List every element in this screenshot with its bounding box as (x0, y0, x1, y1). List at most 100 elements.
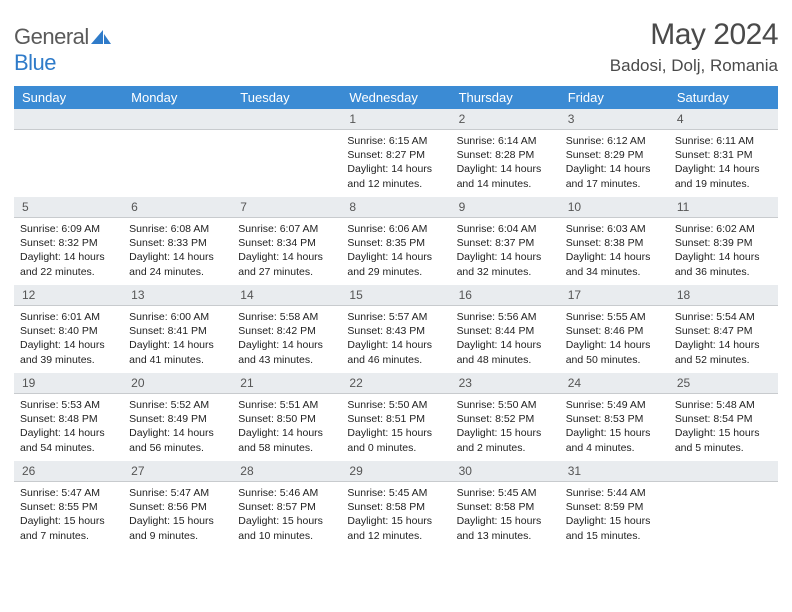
daylight-text-1: Daylight: 14 hours (675, 162, 772, 176)
day-details (232, 130, 341, 190)
daylight-text-1: Daylight: 14 hours (238, 338, 335, 352)
day-number: 8 (341, 197, 450, 218)
day-number: 25 (669, 373, 778, 394)
calendar-cell: 11Sunrise: 6:02 AMSunset: 8:39 PMDayligh… (669, 197, 778, 285)
daylight-text-2: and 29 minutes. (347, 265, 444, 279)
day-details: Sunrise: 5:46 AMSunset: 8:57 PMDaylight:… (232, 482, 341, 547)
daylight-text-2: and 39 minutes. (20, 353, 117, 367)
day-details: Sunrise: 5:50 AMSunset: 8:51 PMDaylight:… (341, 394, 450, 459)
sunset-text: Sunset: 8:57 PM (238, 500, 335, 514)
daylight-text-2: and 54 minutes. (20, 441, 117, 455)
daylight-text-2: and 5 minutes. (675, 441, 772, 455)
sunrise-text: Sunrise: 5:48 AM (675, 398, 772, 412)
day-details: Sunrise: 6:07 AMSunset: 8:34 PMDaylight:… (232, 218, 341, 283)
sunrise-text: Sunrise: 6:15 AM (347, 134, 444, 148)
day-number: 27 (123, 461, 232, 482)
calendar-cell: 29Sunrise: 5:45 AMSunset: 8:58 PMDayligh… (341, 461, 450, 549)
day-number: 10 (560, 197, 669, 218)
sunset-text: Sunset: 8:33 PM (129, 236, 226, 250)
day-number: 11 (669, 197, 778, 218)
day-details: Sunrise: 5:58 AMSunset: 8:42 PMDaylight:… (232, 306, 341, 371)
sunset-text: Sunset: 8:51 PM (347, 412, 444, 426)
daylight-text-2: and 22 minutes. (20, 265, 117, 279)
calendar-cell: 19Sunrise: 5:53 AMSunset: 8:48 PMDayligh… (14, 373, 123, 461)
dayname-monday: Monday (123, 86, 232, 109)
day-number (14, 109, 123, 130)
day-details: Sunrise: 5:54 AMSunset: 8:47 PMDaylight:… (669, 306, 778, 371)
daylight-text-1: Daylight: 15 hours (457, 426, 554, 440)
day-number: 15 (341, 285, 450, 306)
calendar-week: 19Sunrise: 5:53 AMSunset: 8:48 PMDayligh… (14, 373, 778, 461)
calendar-week: 5Sunrise: 6:09 AMSunset: 8:32 PMDaylight… (14, 197, 778, 285)
day-details: Sunrise: 5:44 AMSunset: 8:59 PMDaylight:… (560, 482, 669, 547)
day-details: Sunrise: 6:04 AMSunset: 8:37 PMDaylight:… (451, 218, 560, 283)
sunrise-text: Sunrise: 5:51 AM (238, 398, 335, 412)
daylight-text-1: Daylight: 14 hours (566, 338, 663, 352)
sunset-text: Sunset: 8:49 PM (129, 412, 226, 426)
day-number: 19 (14, 373, 123, 394)
day-details: Sunrise: 6:14 AMSunset: 8:28 PMDaylight:… (451, 130, 560, 195)
day-details (669, 482, 778, 542)
day-number: 23 (451, 373, 560, 394)
sunrise-text: Sunrise: 6:08 AM (129, 222, 226, 236)
day-number (669, 461, 778, 482)
brand-name: General Blue (14, 24, 111, 76)
daylight-text-1: Daylight: 14 hours (20, 338, 117, 352)
day-details: Sunrise: 6:06 AMSunset: 8:35 PMDaylight:… (341, 218, 450, 283)
sunrise-text: Sunrise: 5:53 AM (20, 398, 117, 412)
day-details: Sunrise: 5:49 AMSunset: 8:53 PMDaylight:… (560, 394, 669, 459)
sunrise-text: Sunrise: 5:45 AM (457, 486, 554, 500)
calendar-cell: 25Sunrise: 5:48 AMSunset: 8:54 PMDayligh… (669, 373, 778, 461)
sunrise-text: Sunrise: 6:04 AM (457, 222, 554, 236)
daylight-text-1: Daylight: 14 hours (347, 162, 444, 176)
sunrise-text: Sunrise: 5:58 AM (238, 310, 335, 324)
day-number: 7 (232, 197, 341, 218)
sunset-text: Sunset: 8:55 PM (20, 500, 117, 514)
brand-part2: Blue (14, 50, 56, 75)
day-number: 21 (232, 373, 341, 394)
sunset-text: Sunset: 8:41 PM (129, 324, 226, 338)
sunset-text: Sunset: 8:39 PM (675, 236, 772, 250)
calendar-cell: 1Sunrise: 6:15 AMSunset: 8:27 PMDaylight… (341, 109, 450, 197)
sunrise-text: Sunrise: 6:12 AM (566, 134, 663, 148)
sunset-text: Sunset: 8:50 PM (238, 412, 335, 426)
day-number: 1 (341, 109, 450, 130)
day-number: 24 (560, 373, 669, 394)
sunrise-text: Sunrise: 5:54 AM (675, 310, 772, 324)
sunset-text: Sunset: 8:32 PM (20, 236, 117, 250)
day-details: Sunrise: 5:45 AMSunset: 8:58 PMDaylight:… (341, 482, 450, 547)
day-details: Sunrise: 5:50 AMSunset: 8:52 PMDaylight:… (451, 394, 560, 459)
calendar-cell: 22Sunrise: 5:50 AMSunset: 8:51 PMDayligh… (341, 373, 450, 461)
daylight-text-1: Daylight: 14 hours (129, 250, 226, 264)
day-details: Sunrise: 5:51 AMSunset: 8:50 PMDaylight:… (232, 394, 341, 459)
daylight-text-2: and 32 minutes. (457, 265, 554, 279)
sunset-text: Sunset: 8:40 PM (20, 324, 117, 338)
calendar-cell: 15Sunrise: 5:57 AMSunset: 8:43 PMDayligh… (341, 285, 450, 373)
day-number: 26 (14, 461, 123, 482)
daylight-text-1: Daylight: 14 hours (20, 426, 117, 440)
sunrise-text: Sunrise: 5:52 AM (129, 398, 226, 412)
day-number (123, 109, 232, 130)
day-number: 5 (14, 197, 123, 218)
calendar-cell (123, 109, 232, 197)
daylight-text-1: Daylight: 15 hours (457, 514, 554, 528)
calendar-cell: 17Sunrise: 5:55 AMSunset: 8:46 PMDayligh… (560, 285, 669, 373)
daylight-text-2: and 52 minutes. (675, 353, 772, 367)
daylight-text-2: and 4 minutes. (566, 441, 663, 455)
sunset-text: Sunset: 8:35 PM (347, 236, 444, 250)
sunset-text: Sunset: 8:47 PM (675, 324, 772, 338)
daylight-text-2: and 46 minutes. (347, 353, 444, 367)
calendar-cell: 21Sunrise: 5:51 AMSunset: 8:50 PMDayligh… (232, 373, 341, 461)
daylight-text-2: and 43 minutes. (238, 353, 335, 367)
sunrise-text: Sunrise: 6:06 AM (347, 222, 444, 236)
day-number: 18 (669, 285, 778, 306)
day-details (14, 130, 123, 190)
sail-icon (91, 28, 111, 44)
daylight-text-1: Daylight: 14 hours (238, 426, 335, 440)
daylight-text-1: Daylight: 14 hours (238, 250, 335, 264)
day-details: Sunrise: 6:11 AMSunset: 8:31 PMDaylight:… (669, 130, 778, 195)
calendar-cell: 2Sunrise: 6:14 AMSunset: 8:28 PMDaylight… (451, 109, 560, 197)
sunrise-text: Sunrise: 5:56 AM (457, 310, 554, 324)
calendar-head: SundayMondayTuesdayWednesdayThursdayFrid… (14, 86, 778, 109)
calendar-cell: 23Sunrise: 5:50 AMSunset: 8:52 PMDayligh… (451, 373, 560, 461)
